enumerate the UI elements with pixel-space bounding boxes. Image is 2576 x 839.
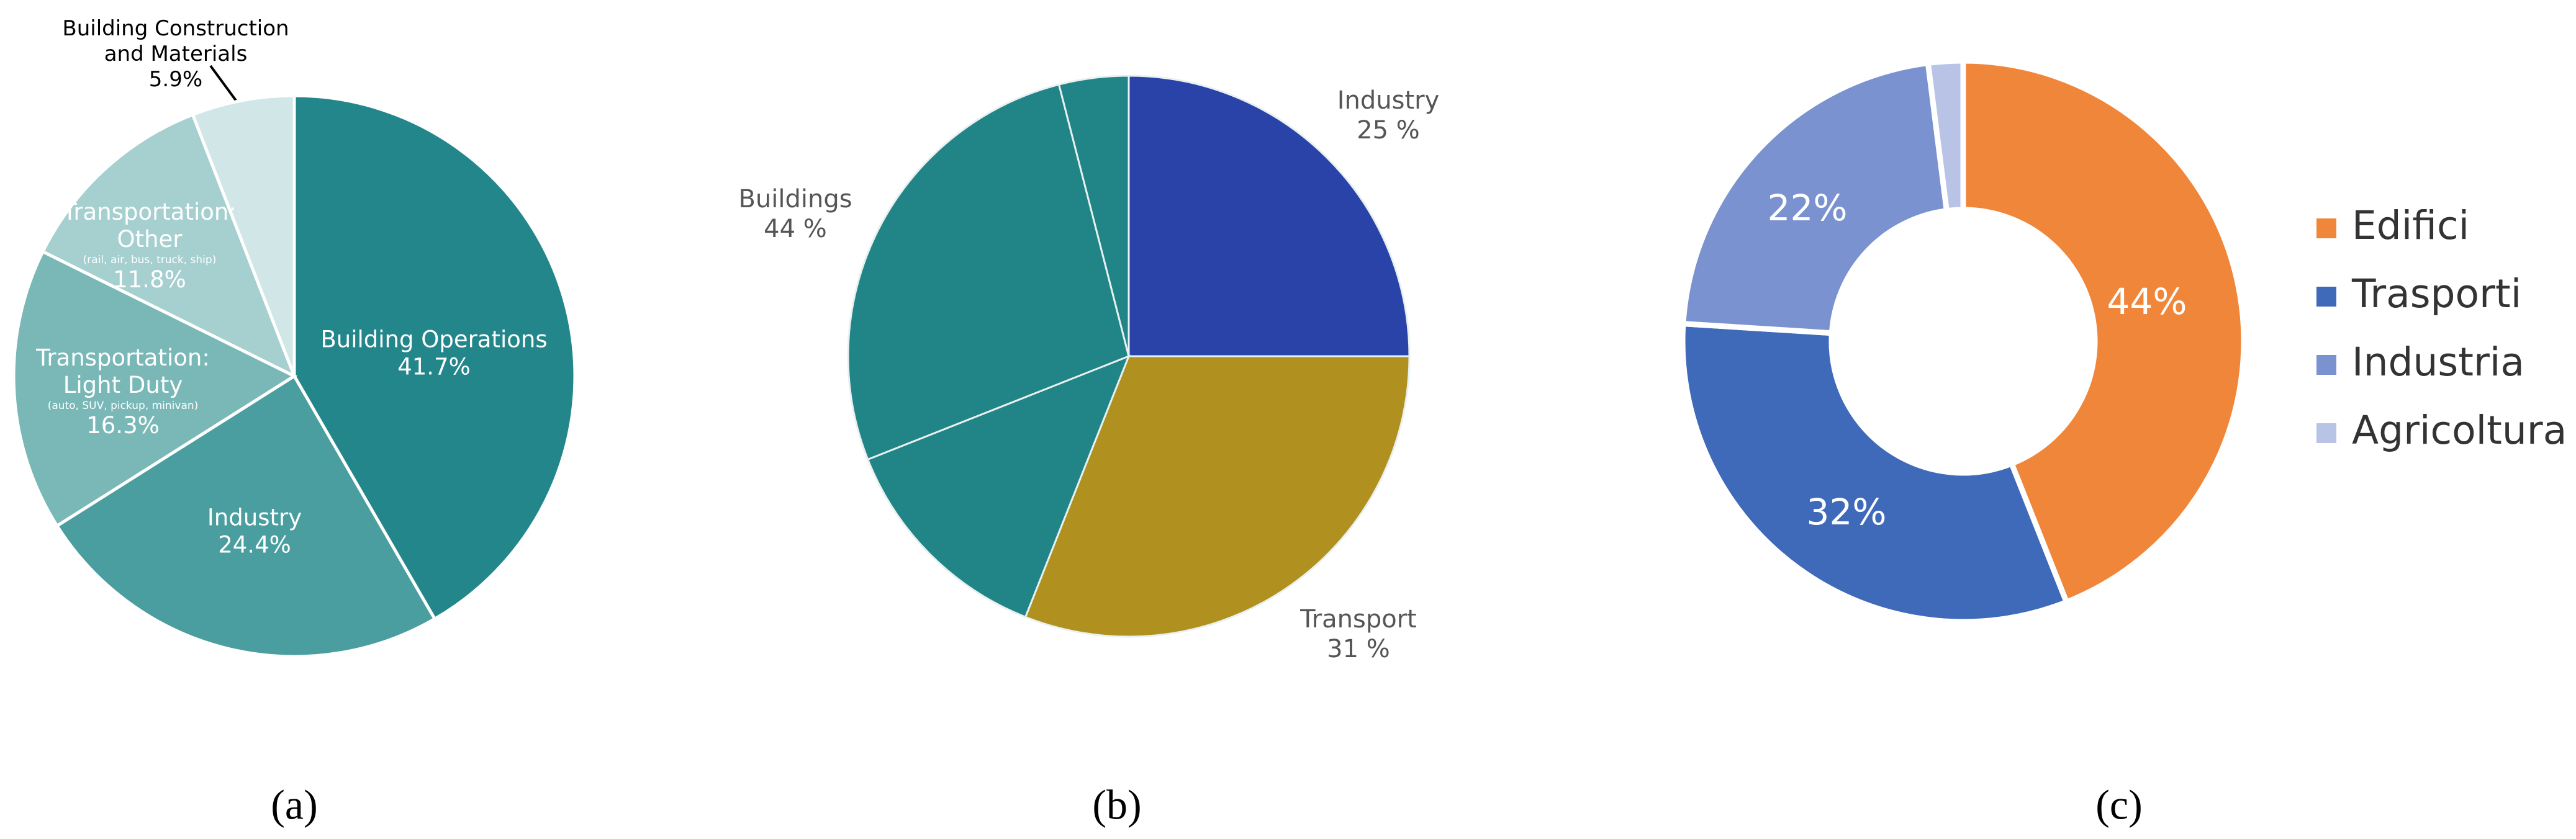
caption: (a) xyxy=(271,781,318,828)
donut-slice xyxy=(1680,60,1950,336)
value-label: 22% xyxy=(1767,187,1848,230)
pie-slice xyxy=(12,249,298,528)
sub-label: (auto, SUV, pickup, minivan) xyxy=(47,400,199,412)
slice-label: Industry 25 % xyxy=(1337,86,1440,145)
legend-label: Industria xyxy=(2352,339,2524,385)
value-label: 31 % xyxy=(1327,635,1390,663)
pie-slice xyxy=(292,94,577,621)
category-label: Transportation: Other xyxy=(63,199,237,253)
slice-label: Industry 24.4% xyxy=(207,505,302,560)
pie-slice xyxy=(1024,355,1411,638)
category-label: Industry xyxy=(207,504,302,531)
pie-sub-slice xyxy=(847,83,1130,461)
donut-slice xyxy=(1679,320,2071,625)
category-label: Building Construction and Materials xyxy=(62,16,289,66)
legend-label: Agricoltura xyxy=(2352,408,2567,453)
value-label: 41.7% xyxy=(397,354,471,380)
legend-label: Trasporti xyxy=(2351,271,2521,316)
category-label: Transportation: Light Duty xyxy=(36,344,210,399)
pie-slice xyxy=(40,112,297,380)
slice-label: Building Construction and Materials 5.9% xyxy=(62,16,289,92)
category-label: Buildings xyxy=(738,185,852,213)
donut-slice xyxy=(1960,58,2247,606)
value-label: 32% xyxy=(1806,491,1887,534)
legend-swatch xyxy=(2316,355,2336,375)
caption: (b) xyxy=(1092,781,1142,828)
sub-label: (rail, air, bus, truck, ship) xyxy=(83,254,217,266)
value-label: 16.3% xyxy=(86,412,160,439)
category-label: Transport xyxy=(1300,605,1417,634)
pie-slice xyxy=(1128,74,1411,357)
value-label: 25 % xyxy=(1357,116,1420,145)
slice-label: Buildings 44 % xyxy=(738,184,852,244)
legend-label: Edifici xyxy=(2352,203,2469,248)
legend-swatch xyxy=(2316,287,2336,307)
value-label: 24.4% xyxy=(218,532,291,559)
pie-slice xyxy=(191,94,296,377)
donut-slice xyxy=(1925,58,1966,214)
slice-label: Transport 31 % xyxy=(1300,604,1417,664)
legend-swatch xyxy=(2316,218,2336,238)
slice-label: Transportation: Light Duty (auto, SUV, pi… xyxy=(36,344,210,440)
value-label: 11.8% xyxy=(113,266,186,294)
value-label: 5.9% xyxy=(148,66,203,92)
category-label: Building Operations xyxy=(320,326,548,353)
pie-slice xyxy=(55,374,437,658)
slice-label: Transportation: Other (rail, air, bus, tr… xyxy=(63,199,237,294)
pie-sub-slice xyxy=(866,354,1131,619)
value-label: 44% xyxy=(2107,280,2187,323)
caption: (c) xyxy=(2095,781,2143,828)
category-label: Industry xyxy=(1337,86,1440,115)
slice-label: Building Operations 41.7% xyxy=(320,326,547,382)
pie-sub-slice xyxy=(1057,74,1130,357)
value-label: 44 % xyxy=(764,215,827,243)
legend-swatch xyxy=(2316,423,2336,443)
